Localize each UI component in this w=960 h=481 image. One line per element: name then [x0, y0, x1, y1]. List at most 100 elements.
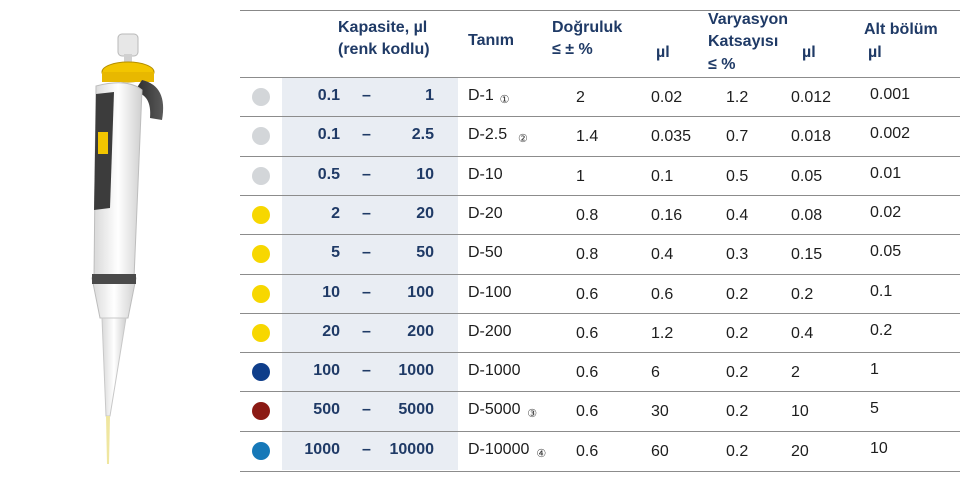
color-code-dot — [252, 88, 270, 106]
cv-percent: 0.2 — [726, 403, 749, 421]
color-code-dot — [252, 205, 270, 224]
table-row: 0.1 – 1 D-1 ① 2 0.02 1.2 0.012 0.001 — [240, 77, 960, 117]
header-accuracy-line2: ≤ ± % — [552, 41, 593, 58]
accuracy-percent: 0.6 — [576, 442, 599, 460]
capacity-min: 500 — [313, 401, 340, 419]
accuracy-percent: 2 — [576, 89, 585, 106]
subdivision: 0.02 — [870, 203, 902, 221]
accuracy-ul: 0.1 — [651, 167, 674, 185]
cv-ul: 0.012 — [791, 89, 832, 106]
cv-ul: 0.08 — [791, 206, 823, 224]
designation: D-10000 — [468, 440, 530, 458]
specification-table: Kapasite, µl (renk kodlu) Tanım Doğruluk… — [240, 0, 960, 481]
cv-ul: 0.2 — [791, 285, 814, 303]
designation: D-200 — [468, 322, 512, 340]
designation: D-50 — [468, 244, 503, 262]
subdivision: 5 — [870, 400, 879, 418]
table-row: 20 – 200 D-200 0.6 1.2 0.2 0.4 0.2 — [240, 312, 960, 353]
accuracy-percent: 0.8 — [576, 246, 599, 264]
capacity-min: 10 — [322, 283, 340, 301]
capacity-max: 50 — [416, 244, 434, 262]
capacity-dash: – — [362, 244, 371, 262]
subdivision: 0.05 — [870, 243, 902, 261]
cv-ul: 20 — [791, 442, 809, 460]
color-code-dot — [252, 284, 270, 303]
capacity-dash: – — [362, 204, 371, 222]
header-subdivision-line2: µl — [868, 44, 882, 61]
accuracy-ul: 0.6 — [651, 285, 674, 303]
table-row: 500 – 5000 D-5000 ③ 0.6 30 0.2 10 5 — [240, 391, 960, 431]
designation: D-1 — [468, 87, 494, 104]
capacity-max: 20 — [416, 204, 434, 222]
accuracy-percent: 0.6 — [576, 285, 599, 303]
designation: D-20 — [468, 204, 503, 222]
capacity-max: 100 — [407, 283, 434, 301]
cv-percent: 0.2 — [726, 285, 749, 303]
header-accuracy-unit: µl — [656, 44, 670, 61]
capacity-dash: – — [362, 126, 371, 144]
table-row: 1000 –10000 D-10000 ④ 0.6 60 0.2 20 10 — [240, 430, 960, 472]
accuracy-ul: 30 — [651, 403, 669, 421]
table-row: 5 – 50 D-50 0.8 0.4 0.3 0.15 0.05 — [240, 234, 960, 274]
subdivision: 0.001 — [870, 86, 911, 103]
capacity-min: 0.5 — [317, 165, 340, 183]
designation: D-2.5 — [468, 126, 508, 144]
cv-ul: 0.05 — [791, 167, 823, 185]
footnote-marker: ④ — [536, 447, 547, 460]
color-code-dot — [252, 363, 270, 382]
header-subdivision-line1: Alt bölüm — [864, 21, 938, 38]
color-code-dot — [252, 323, 270, 342]
cv-percent: 0.2 — [726, 364, 749, 382]
capacity-min: 5 — [331, 244, 340, 262]
capacity-dash: – — [362, 362, 371, 380]
capacity-max: 10000 — [389, 440, 435, 458]
accuracy-ul: 6 — [651, 364, 660, 382]
accuracy-ul: 60 — [651, 442, 669, 460]
subdivision: 1 — [870, 361, 879, 379]
designation: D-10 — [468, 165, 503, 183]
subdivision: 0.1 — [870, 282, 893, 300]
header-cv-line3: ≤ % — [708, 56, 736, 73]
capacity-max: 200 — [407, 322, 434, 340]
designation: D-1000 — [468, 362, 521, 380]
pipette-image — [91, 33, 164, 464]
accuracy-percent: 0.6 — [576, 324, 599, 342]
capacity-dash: – — [362, 440, 371, 458]
capacity-dash: – — [362, 401, 371, 419]
header-cv-line1: Varyasyon — [708, 11, 789, 28]
header-designation: Tanım — [468, 32, 514, 49]
header-cv-line2: Katsayısı — [708, 33, 779, 50]
accuracy-percent: 0.6 — [576, 364, 599, 382]
cv-ul: 0.4 — [791, 324, 814, 342]
capacity-max: 2.5 — [411, 126, 434, 144]
cv-percent: 1.2 — [726, 89, 749, 106]
accuracy-ul: 0.16 — [651, 206, 683, 224]
accuracy-ul: 0.4 — [651, 246, 674, 264]
capacity-max: 5000 — [398, 401, 434, 419]
capacity-dash: – — [362, 165, 371, 183]
capacity-max: 10 — [416, 165, 434, 183]
accuracy-percent: 1 — [576, 167, 585, 185]
footnote-marker: ② — [518, 133, 528, 146]
table-row: 2 – 20 D-20 0.8 0.16 0.4 0.08 0.02 — [240, 194, 960, 235]
table-header: Kapasite, µl (renk kodlu) Tanım Doğruluk… — [240, 0, 960, 74]
table-row: 10 – 100 D-100 0.6 0.6 0.2 0.2 0.1 — [240, 273, 960, 314]
capacity-max: 1000 — [398, 362, 434, 380]
accuracy-ul: 1.2 — [651, 324, 674, 342]
capacity-max: 1 — [425, 87, 434, 104]
accuracy-ul: 0.02 — [651, 89, 683, 106]
capacity-dash: – — [362, 87, 371, 104]
designation: D-5000 — [468, 401, 521, 419]
header-accuracy-line1: Doğruluk — [552, 19, 623, 36]
footnote-marker: ① — [499, 94, 510, 106]
table-row: 0.1 – 2.5 D-2.5 ② 1.4 0.035 0.7 0.018 0.002 — [240, 116, 960, 156]
color-code-dot — [252, 402, 270, 421]
designation: D-100 — [468, 283, 512, 301]
header-capacity-line1: Kapasite, µl — [338, 19, 428, 36]
cv-percent: 0.2 — [726, 442, 749, 460]
cv-ul: 0.018 — [791, 128, 832, 146]
table-row: 0.5 – 10 D-10 1 0.1 0.5 0.05 0.01 — [240, 155, 960, 196]
color-code-dot — [252, 127, 270, 146]
header-capacity-line2: (renk kodlu) — [338, 41, 430, 58]
top-rule — [240, 10, 960, 11]
